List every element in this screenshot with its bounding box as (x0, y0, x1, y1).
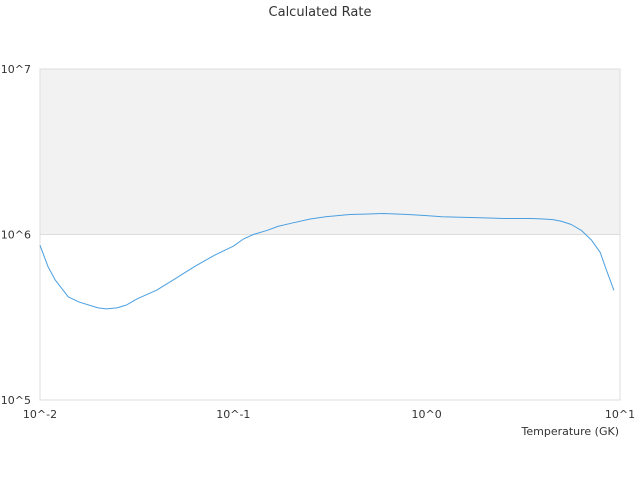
y-tick-label: 10^6 (1, 229, 31, 242)
x-axis-label: Temperature (GK) (521, 425, 620, 438)
y-tick-label: 10^7 (1, 63, 31, 76)
series-line (39, 213, 615, 310)
series-layer (39, 213, 615, 310)
y-tick-label: 10^5 (1, 394, 31, 407)
x-tick-label: 10^0 (412, 408, 442, 421)
chart-title: Calculated Rate (269, 5, 372, 20)
x-axis: 10^-2 10^-1 10^0 10^1 (23, 408, 635, 421)
x-tick-label: 10^1 (605, 408, 635, 421)
x-tick-label: 10^-1 (216, 408, 250, 421)
y-axis: 10^5 10^6 10^7 (1, 63, 31, 407)
x-tick-label: 10^-2 (23, 408, 57, 421)
highlight-band (40, 69, 620, 235)
